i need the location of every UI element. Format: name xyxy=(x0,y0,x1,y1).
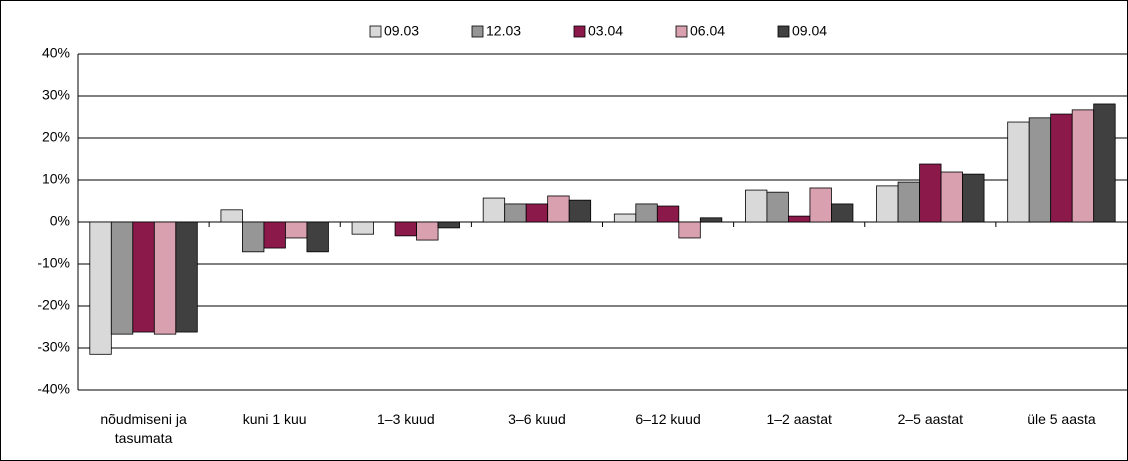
y-tick-label: -20% xyxy=(37,297,70,313)
x-tick-label: üle 5 aasta xyxy=(1027,411,1096,427)
bar xyxy=(613,213,637,223)
y-tick-label: 10% xyxy=(42,171,70,187)
bar xyxy=(482,197,506,223)
bar xyxy=(285,221,308,239)
y-tick-label: -40% xyxy=(37,381,70,397)
legend-swatch xyxy=(777,25,790,38)
x-tick-label: kuni 1 kuu xyxy=(242,411,307,427)
bar xyxy=(962,173,985,223)
bar xyxy=(635,203,658,223)
bar xyxy=(220,209,243,223)
bar xyxy=(788,215,811,223)
legend-swatch xyxy=(471,25,484,38)
bar xyxy=(876,185,899,223)
bar xyxy=(656,205,680,223)
bar xyxy=(831,203,854,223)
bar xyxy=(1028,117,1052,223)
bar xyxy=(1071,109,1095,223)
x-tick-label: 2–5 aastat xyxy=(897,411,963,427)
bar xyxy=(394,221,417,237)
x-tick-label: 3–6 kuud xyxy=(508,411,566,427)
bar xyxy=(525,203,549,223)
bar xyxy=(897,181,920,223)
y-tick-label: 0% xyxy=(50,213,70,229)
bar xyxy=(940,171,963,223)
bar xyxy=(153,221,177,335)
legend-label: 09.04 xyxy=(792,23,827,39)
legend-label: 09.03 xyxy=(384,23,419,39)
legend-swatch xyxy=(573,25,586,38)
bar xyxy=(1007,121,1030,223)
bar xyxy=(699,217,723,223)
bar xyxy=(547,195,570,223)
bar xyxy=(809,187,832,223)
bar xyxy=(110,221,134,335)
x-tick-label: 1–3 kuud xyxy=(377,411,435,427)
bar xyxy=(745,189,768,223)
legend-label: 03.04 xyxy=(588,23,623,39)
bar xyxy=(263,221,286,249)
legend-label: 12.03 xyxy=(486,23,521,39)
y-tick-label: 40% xyxy=(42,45,70,61)
legend-swatch xyxy=(675,25,688,38)
bar xyxy=(306,221,329,253)
bar xyxy=(89,221,112,355)
y-tick-label: 30% xyxy=(42,87,70,103)
bar xyxy=(437,221,460,229)
y-tick-label: -30% xyxy=(37,339,70,355)
bar xyxy=(766,191,789,223)
bar xyxy=(678,221,701,239)
legend-label: 06.04 xyxy=(690,23,725,39)
y-tick-label: 20% xyxy=(42,129,70,145)
legend-swatch xyxy=(369,25,382,38)
bar xyxy=(416,221,439,241)
bar xyxy=(175,221,198,333)
bar xyxy=(132,221,155,333)
bar xyxy=(242,221,265,253)
bar xyxy=(504,203,527,223)
x-tick-label: nõudmiseni ja tasumata xyxy=(100,411,187,446)
bar xyxy=(351,221,374,235)
bar xyxy=(1093,103,1116,223)
y-tick-label: -10% xyxy=(37,255,70,271)
x-tick-label: 1–2 aastat xyxy=(766,411,832,427)
bar xyxy=(919,163,942,223)
bar xyxy=(1050,113,1073,223)
bar xyxy=(568,199,592,223)
x-tick-label: 6–12 kuud xyxy=(635,411,701,427)
